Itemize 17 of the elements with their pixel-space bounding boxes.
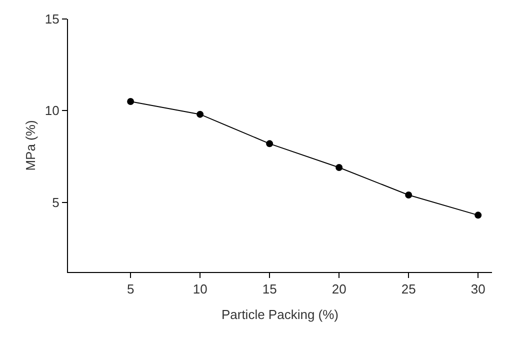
point	[474, 212, 482, 219]
x-tick-label: 15	[262, 282, 277, 297]
y-tick-label: 10	[44, 103, 60, 118]
point	[196, 110, 204, 118]
x-tick-label: 25	[401, 282, 416, 297]
y-tick-label: 5	[52, 194, 60, 210]
y-tick-label: 15	[44, 12, 60, 27]
point	[266, 140, 274, 148]
y-axis-title: MPa (%)	[22, 120, 38, 171]
x-axis-title: Particle Packing (%)	[221, 307, 339, 322]
x-tick-label: 30	[470, 282, 486, 297]
point	[127, 98, 134, 105]
x-tick-label: 10	[192, 282, 208, 297]
x-tick-label: 5	[126, 282, 134, 297]
point	[405, 192, 412, 198]
x-tick-label: 20	[332, 282, 346, 297]
point	[336, 164, 343, 171]
